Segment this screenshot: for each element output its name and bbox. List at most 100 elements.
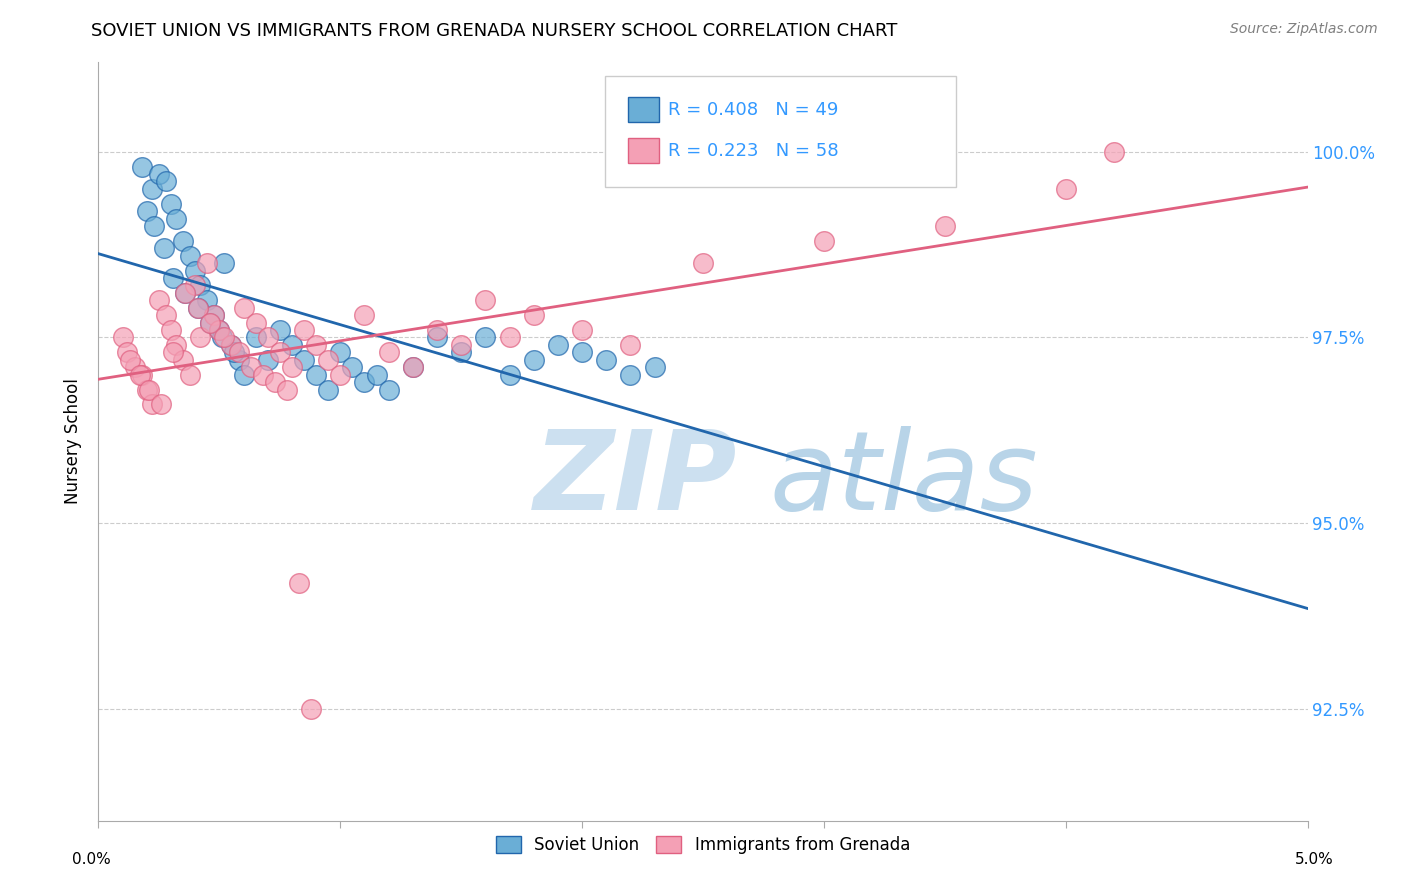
Point	[619, 338, 641, 352]
Point	[426, 323, 449, 337]
Point	[269, 323, 291, 337]
Point	[292, 323, 315, 337]
Point	[450, 345, 472, 359]
Point	[342, 360, 364, 375]
Point	[450, 338, 472, 352]
Point	[131, 160, 153, 174]
Point	[329, 345, 352, 359]
Point	[143, 219, 166, 233]
Point	[211, 330, 233, 344]
Point	[299, 702, 322, 716]
Point	[281, 360, 304, 375]
Point	[264, 375, 287, 389]
Point	[252, 368, 274, 382]
Point	[232, 368, 254, 382]
Point	[239, 360, 262, 375]
Point	[276, 383, 298, 397]
Point	[179, 368, 201, 382]
Point	[162, 271, 184, 285]
Point	[498, 330, 520, 344]
Point	[148, 167, 170, 181]
Point	[305, 338, 328, 352]
Point	[208, 323, 231, 337]
Point	[245, 316, 267, 330]
Point	[188, 278, 211, 293]
Point	[232, 301, 254, 315]
Point	[595, 352, 617, 367]
Point	[172, 352, 194, 367]
Point	[288, 575, 311, 590]
Point	[269, 345, 291, 359]
Legend: Soviet Union, Immigrants from Grenada: Soviet Union, Immigrants from Grenada	[496, 836, 910, 854]
Point	[329, 368, 352, 382]
Text: R = 0.408   N = 49: R = 0.408 N = 49	[668, 101, 838, 119]
Point	[160, 196, 183, 211]
Point	[316, 352, 339, 367]
Point	[377, 345, 399, 359]
Point	[135, 204, 157, 219]
Point	[150, 397, 173, 411]
Point	[184, 278, 207, 293]
Point	[547, 338, 569, 352]
Point	[221, 338, 243, 352]
Point	[256, 330, 278, 344]
Point	[813, 234, 835, 248]
Point	[212, 256, 235, 270]
Point	[208, 323, 231, 337]
Point	[152, 241, 174, 255]
Point	[1054, 182, 1077, 196]
Point	[148, 293, 170, 308]
Point	[353, 308, 375, 322]
Point	[195, 256, 218, 270]
Point	[155, 308, 177, 322]
Point	[934, 219, 956, 233]
Point	[692, 256, 714, 270]
Point	[228, 345, 250, 359]
Point	[426, 330, 449, 344]
Y-axis label: Nursery School: Nursery School	[65, 378, 83, 505]
Point	[474, 293, 496, 308]
Point	[195, 293, 218, 308]
Point	[228, 352, 250, 367]
Text: R = 0.223   N = 58: R = 0.223 N = 58	[668, 142, 838, 160]
Point	[523, 308, 546, 322]
Point	[245, 330, 267, 344]
Point	[198, 316, 221, 330]
Text: atlas: atlas	[769, 426, 1038, 533]
Point	[117, 345, 139, 359]
Point	[204, 308, 226, 322]
Point	[188, 330, 211, 344]
Point	[118, 352, 141, 367]
Point	[165, 211, 187, 226]
Point	[619, 368, 641, 382]
Point	[305, 368, 328, 382]
Point	[204, 308, 226, 322]
Point	[1102, 145, 1125, 159]
Point	[212, 330, 235, 344]
Point	[174, 285, 197, 300]
Point	[366, 368, 388, 382]
Point	[353, 375, 375, 389]
Point	[141, 182, 163, 196]
Text: 5.0%: 5.0%	[1295, 852, 1334, 867]
Point	[316, 383, 339, 397]
Point	[179, 249, 201, 263]
Point	[571, 323, 593, 337]
Point	[571, 345, 593, 359]
Point	[128, 368, 150, 382]
Point	[141, 397, 163, 411]
Point	[174, 285, 197, 300]
Point	[281, 338, 304, 352]
Point	[256, 352, 278, 367]
Point	[402, 360, 425, 375]
Point	[135, 383, 157, 397]
Point	[172, 234, 194, 248]
Point	[138, 383, 160, 397]
Text: Source: ZipAtlas.com: Source: ZipAtlas.com	[1230, 22, 1378, 37]
Point	[131, 368, 153, 382]
Point	[221, 338, 243, 352]
Point	[377, 383, 399, 397]
Point	[292, 352, 315, 367]
Point	[222, 345, 245, 359]
Text: 0.0%: 0.0%	[72, 852, 111, 867]
